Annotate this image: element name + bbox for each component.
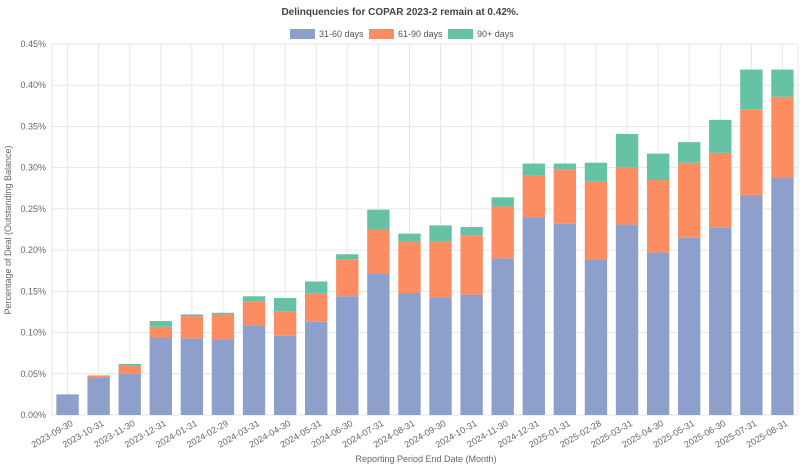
- bar-31-60-days-2024-11-30: [491, 258, 514, 415]
- bar-90-days-2024-04-30: [273, 297, 297, 312]
- legend: 31-60 days 61-90 days 90+ days: [290, 29, 514, 39]
- bar-90-days-2024-07-31: [367, 209, 390, 230]
- legend-label: 61-90 days: [398, 29, 443, 39]
- bar-61-90-days-2023-11-30: [118, 365, 141, 374]
- bar-31-60-days-2024-08-31: [398, 292, 421, 415]
- bar-90-days-2025-07-31: [740, 69, 763, 110]
- bar-61-90-days-2024-01-31: [180, 316, 204, 339]
- bar-31-60-days-2025-02-28: [584, 260, 608, 415]
- bar-31-60-days-2025-05-31: [678, 237, 701, 415]
- bar-31-60-days-2023-09-30: [56, 394, 79, 415]
- x-axis-ticks: 2023-09-302023-10-312023-11-302023-12-31…: [30, 418, 790, 450]
- bar-31-60-days-2024-02-29: [211, 339, 235, 415]
- y-tick-label: 0.30%: [20, 163, 46, 173]
- y-tick-label: 0.05%: [20, 369, 46, 379]
- bar-90-days-2024-03-31: [242, 296, 266, 302]
- bar-31-60-days-2024-09-30: [429, 297, 452, 415]
- bar-31-60-days-2025-07-31: [740, 194, 763, 415]
- bars: [56, 69, 794, 415]
- bar-61-90-days-2025-07-31: [740, 109, 763, 195]
- bar-61-90-days-2025-06-30: [709, 152, 732, 228]
- bar-90-days-2025-03-31: [615, 133, 639, 168]
- bar-61-90-days-2025-03-31: [615, 167, 639, 225]
- bar-31-60-days-2023-10-31: [87, 377, 110, 415]
- bar-61-90-days-2025-04-30: [646, 180, 670, 253]
- bar-61-90-days-2025-01-31: [553, 169, 577, 224]
- bar-31-60-days-2024-01-31: [180, 338, 204, 415]
- bar-31-60-days-2025-01-31: [553, 223, 577, 415]
- bar-61-90-days-2023-12-31: [149, 326, 172, 338]
- bar-61-90-days-2025-08-31: [771, 96, 794, 178]
- bar-31-60-days-2024-12-31: [522, 217, 545, 415]
- bar-90-days-2025-05-31: [678, 142, 701, 163]
- bar-31-60-days-2024-07-31: [367, 274, 390, 415]
- bar-90-days-2023-11-30: [118, 363, 141, 366]
- bar-90-days-2024-11-30: [491, 197, 514, 207]
- bar-90-days-2025-08-31: [771, 69, 794, 97]
- bar-31-60-days-2024-06-30: [336, 296, 359, 415]
- y-tick-label: 0.35%: [20, 121, 46, 131]
- bar-61-90-days-2024-07-31: [367, 229, 390, 275]
- bar-90-days-2024-01-31: [180, 314, 204, 317]
- bar-61-90-days-2024-03-31: [242, 301, 266, 326]
- legend-label: 90+ days: [477, 29, 514, 39]
- bar-90-days-2025-02-28: [584, 162, 608, 182]
- y-tick-label: 0.45%: [20, 39, 46, 49]
- bar-90-days-2023-12-31: [149, 321, 172, 327]
- legend-swatch: [448, 29, 473, 39]
- bar-61-90-days-2024-08-31: [398, 241, 421, 293]
- bar-61-90-days-2024-11-30: [491, 206, 514, 259]
- bar-90-days-2024-06-30: [336, 254, 359, 260]
- bar-90-days-2025-01-31: [553, 163, 577, 170]
- y-tick-label: 0.15%: [20, 286, 46, 296]
- bar-61-90-days-2024-12-31: [522, 175, 545, 218]
- y-tick-label: 0.10%: [20, 328, 46, 338]
- bar-61-90-days-2025-02-28: [584, 181, 608, 261]
- bar-31-60-days-2024-05-31: [305, 321, 328, 415]
- bar-90-days-2024-10-31: [460, 227, 483, 236]
- bar-31-60-days-2024-04-30: [273, 335, 297, 415]
- bar-90-days-2025-04-30: [646, 153, 670, 181]
- bar-61-90-days-2024-05-31: [305, 293, 328, 322]
- bar-61-90-days-2024-06-30: [336, 259, 359, 297]
- bar-31-60-days-2025-06-30: [709, 227, 732, 415]
- chart-title: Delinquencies for COPAR 2023-2 remain at…: [281, 7, 518, 18]
- bar-61-90-days-2024-02-29: [211, 314, 235, 340]
- legend-label: 31-60 days: [319, 29, 364, 39]
- bar-90-days-2024-08-31: [398, 233, 421, 242]
- bar-90-days-2024-05-31: [305, 281, 328, 294]
- y-axis-label: Percentage of Deal (Outstanding Balance): [3, 145, 13, 314]
- y-tick-label: 0.40%: [20, 80, 46, 90]
- bar-31-60-days-2025-03-31: [615, 224, 639, 415]
- legend-swatch: [369, 29, 394, 39]
- bar-61-90-days-2024-10-31: [460, 235, 483, 295]
- bar-61-90-days-2024-04-30: [273, 311, 297, 336]
- y-tick-label: 0.20%: [20, 245, 46, 255]
- bar-61-90-days-2023-10-31: [87, 375, 110, 378]
- bar-61-90-days-2025-05-31: [678, 162, 701, 238]
- x-axis-label: Reporting Period End Date (Month): [355, 454, 496, 464]
- bar-61-90-days-2024-09-30: [429, 241, 452, 298]
- bar-31-60-days-2024-03-31: [242, 325, 266, 415]
- y-tick-label: 0.25%: [20, 204, 46, 214]
- bar-31-60-days-2025-08-31: [771, 177, 794, 415]
- y-axis-ticks: 0.00% 0.05% 0.10% 0.15% 0.20% 0.25% 0.30% 0.35%…: [20, 39, 46, 420]
- bar-90-days-2024-09-30: [429, 225, 452, 242]
- y-tick-label: 0.00%: [20, 410, 46, 420]
- bar-31-60-days-2023-11-30: [118, 373, 141, 415]
- bar-31-60-days-2024-10-31: [460, 294, 483, 415]
- bar-90-days-2025-06-30: [709, 119, 732, 153]
- bar-31-60-days-2025-04-30: [646, 252, 670, 415]
- legend-swatch: [290, 29, 315, 39]
- bar-31-60-days-2023-12-31: [149, 337, 172, 415]
- bar-90-days-2024-02-29: [211, 312, 235, 315]
- bar-90-days-2024-12-31: [522, 163, 545, 176]
